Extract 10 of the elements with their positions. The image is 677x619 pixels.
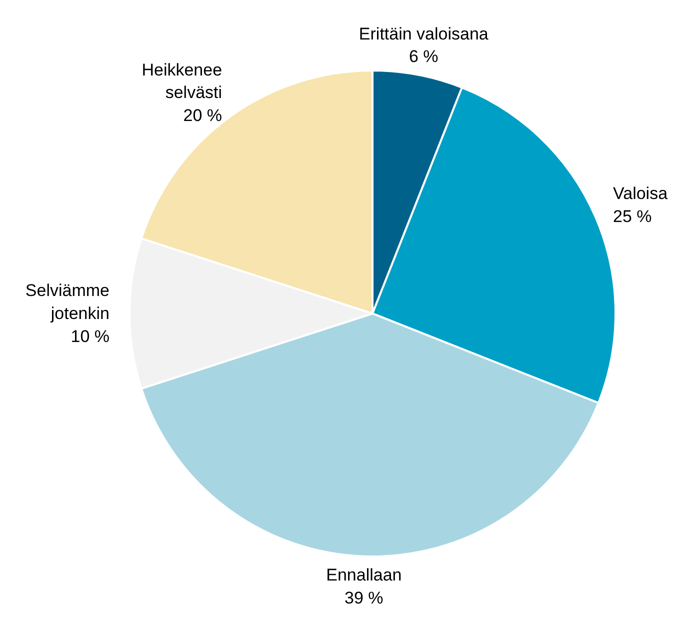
- data-label: 39 %: [344, 588, 384, 608]
- data-label: 10 %: [70, 326, 110, 346]
- slice-label: Heikkenee selvästi: [142, 60, 222, 102]
- slice-label: Valoisa: [613, 184, 668, 204]
- slice-label: Selviämme jotenkin: [25, 281, 110, 323]
- data-label: 20 %: [183, 106, 222, 125]
- data-label: 6 %: [409, 47, 438, 66]
- slice-label: Ennallaan: [326, 565, 402, 584]
- slice-label: Erittäin valoisana: [358, 24, 489, 44]
- data-label: 25 %: [613, 206, 652, 226]
